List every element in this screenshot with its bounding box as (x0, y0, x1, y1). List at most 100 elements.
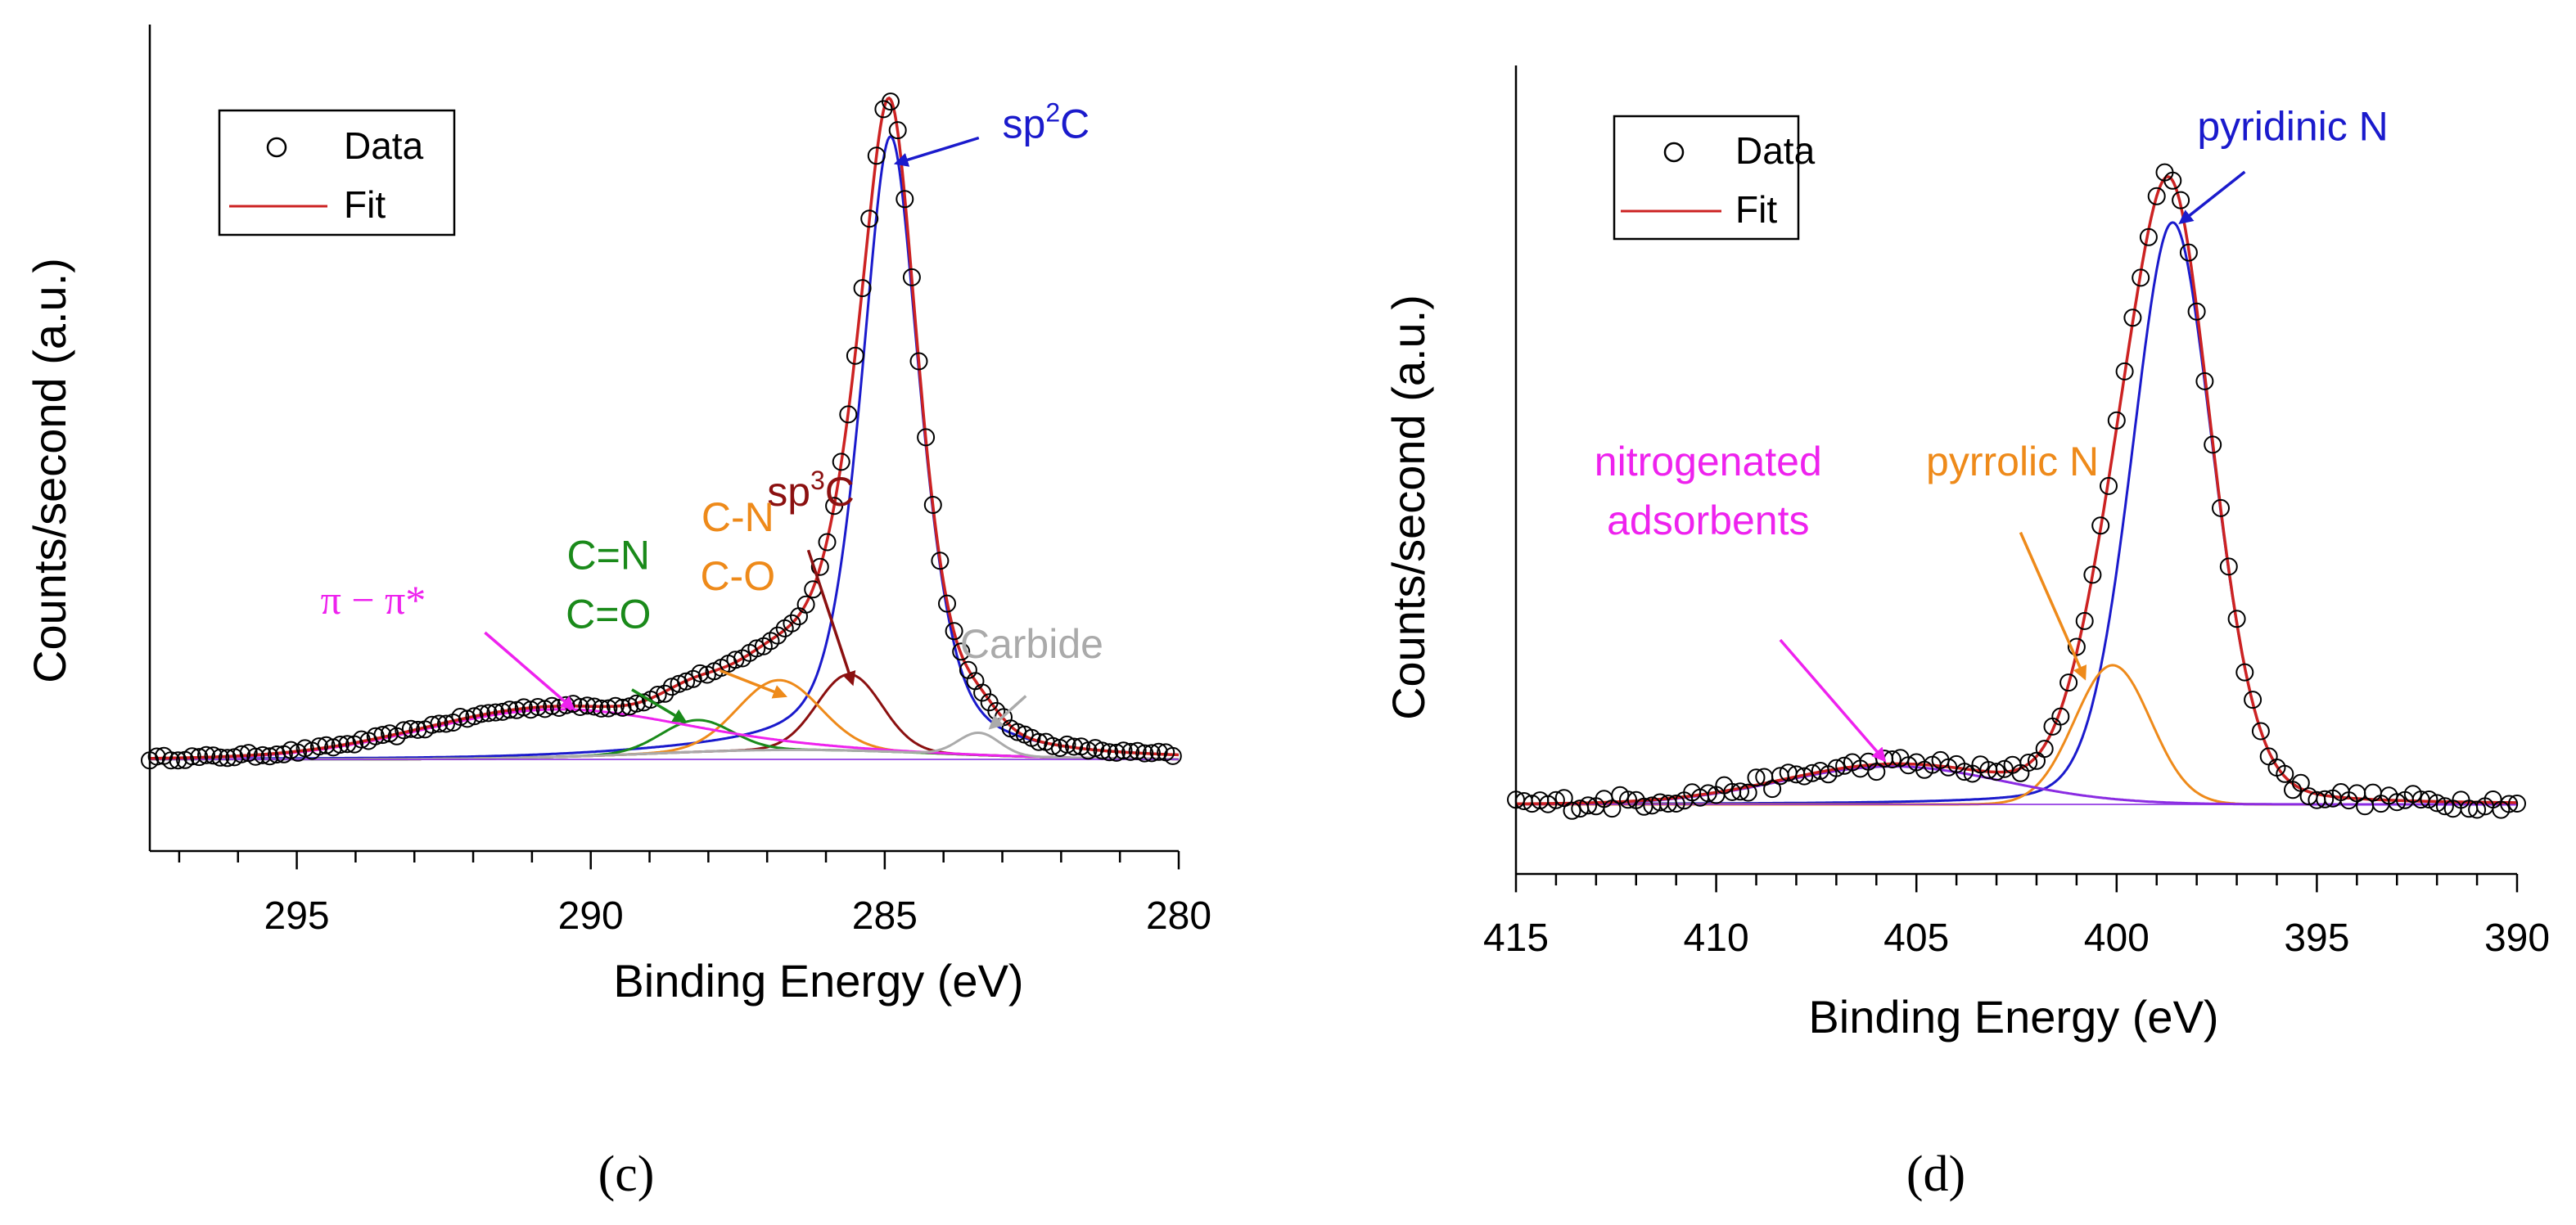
data-point (465, 707, 484, 726)
annotation-orange: C-N (702, 494, 774, 540)
data-point (373, 726, 392, 745)
data-point (352, 730, 371, 749)
chart-c-ticks: 295 290 285 280 (178, 851, 1211, 938)
data-point (1114, 741, 1133, 760)
data-point (2244, 691, 2262, 709)
data-point (2187, 302, 2206, 321)
data-point (1149, 742, 1168, 761)
x-tick-label: 390 (2484, 916, 2550, 960)
data-point (2316, 790, 2335, 808)
data-point (2083, 565, 2102, 584)
panel-d-caption: (d) (1906, 1146, 1965, 1202)
data-point (2139, 227, 2158, 246)
data-point (2435, 797, 2454, 816)
data-point (1899, 756, 1918, 775)
data-point (1987, 763, 2005, 781)
data-point (1747, 768, 1766, 787)
data-point (1121, 742, 1140, 761)
annotation-blue: pyridinic N (2197, 103, 2388, 149)
data-point (197, 745, 215, 764)
data-point (592, 699, 611, 718)
data-point (656, 684, 674, 703)
data-point (2500, 795, 2519, 813)
data-point (867, 146, 886, 165)
data-point (204, 746, 223, 765)
data-point (2123, 309, 2142, 327)
data-point (938, 594, 956, 613)
data-point (691, 664, 710, 682)
annotation-gray: Carbide (960, 621, 1103, 667)
data-point (853, 279, 872, 298)
data-point (1539, 795, 1558, 813)
data-point (2388, 793, 2407, 812)
data-point (387, 727, 406, 745)
data-point (1546, 790, 1565, 809)
annotation-arrow (893, 136, 980, 167)
annotation-arrow (2178, 170, 2246, 225)
data-point (1143, 744, 1161, 763)
annotation-orange: pyrrolic N (1926, 439, 2099, 484)
data-point (2019, 754, 2038, 772)
chart-d-data-points (1507, 163, 2526, 820)
data-point (472, 705, 491, 723)
data-point (253, 745, 272, 764)
x-tick-label: 395 (2284, 916, 2349, 960)
data-point (909, 352, 928, 371)
chart-c-axes (148, 25, 1179, 853)
data-point (2468, 800, 2487, 819)
data-point (2508, 795, 2526, 813)
data-point (585, 697, 603, 716)
chart-d-annotations: pyridinic N pyrrolic N nitrogenated adsorbe… (1595, 103, 2389, 763)
annotation-magenta-line2: adsorbents (1607, 498, 1809, 543)
legend-data-label: Data (344, 124, 424, 167)
data-point (479, 704, 498, 723)
data-point (295, 739, 314, 758)
data-point (430, 714, 449, 733)
chart-c-legend: Data Fit (218, 109, 456, 236)
data-point (521, 700, 540, 719)
data-point (825, 497, 844, 516)
data-point (2132, 268, 2150, 287)
data-point (401, 719, 420, 738)
data-point (677, 672, 696, 691)
data-point (1619, 790, 1637, 809)
data-point (451, 708, 470, 726)
data-point (769, 626, 787, 645)
legend-data-marker (266, 137, 287, 158)
data-point (260, 747, 279, 766)
data-point (1763, 780, 1782, 799)
data-point (2195, 372, 2214, 390)
chart-panel-d: 415 410 405 400 395 390 pyridinic N pyrrolic N… (1383, 65, 2550, 1202)
legend-data-marker (1663, 142, 1685, 163)
data-point (796, 595, 815, 614)
data-point (529, 698, 548, 716)
legend-box (1613, 115, 1800, 241)
data-point (1065, 737, 1084, 756)
data-point (1554, 789, 1573, 808)
data-point (161, 751, 180, 770)
chart-d-ticks: 415 410 405 400 395 390 (1483, 874, 2550, 960)
data-point (1731, 782, 1749, 801)
panel-c-caption: (c) (598, 1146, 655, 1202)
data-point (331, 736, 350, 754)
data-point (2291, 773, 2310, 792)
annotation-blue: sp2C (1003, 98, 1090, 147)
data-point (486, 703, 505, 722)
data-point (2212, 498, 2230, 517)
data-point (888, 121, 907, 140)
data-point (578, 696, 597, 715)
chart-c-data-points (141, 92, 1182, 770)
x-tick-label: 415 (1483, 916, 1549, 960)
data-point (726, 651, 745, 669)
x-tick-label: 280 (1146, 894, 1211, 938)
annotation-arrow (1779, 638, 1887, 763)
data-point (246, 747, 265, 766)
data-point (1579, 796, 1598, 815)
data-point (500, 700, 519, 719)
data-point (2075, 611, 2094, 630)
data-point (810, 557, 829, 576)
data-point (366, 727, 385, 745)
data-point (2276, 764, 2294, 783)
